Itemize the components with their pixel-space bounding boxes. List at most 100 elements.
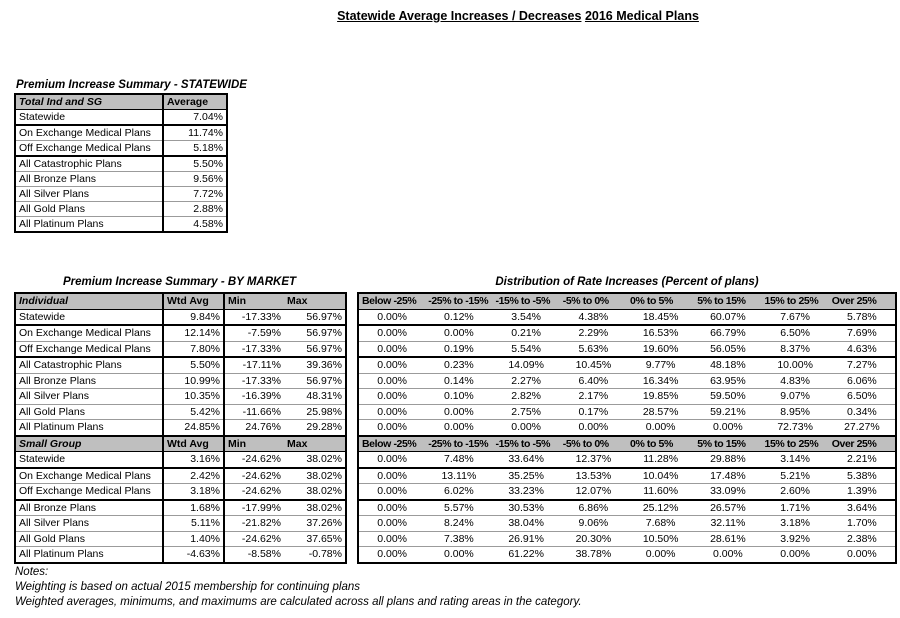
bucket-value: 28.57% [627,403,695,420]
col-header-bucket: Below -25% [358,434,426,452]
bucket-value: 7.38% [425,530,493,547]
wtd-avg-value: 9.84% [162,308,224,325]
bucket-value: 4.83% [761,372,829,389]
bucket-value: 8.37% [761,340,829,357]
min-value: -11.66% [223,403,284,420]
table-row: All Bronze Plans 10.99% -17.33% 56.97% [15,372,346,389]
min-value: -24.62% [223,451,284,468]
bucket-value: 1.70% [828,515,896,531]
bucket-value: 3.54% [492,308,560,325]
row-average-value: 5.50% [162,155,227,172]
col-header-min: Min [223,434,284,452]
row-label: All Catastrophic Plans [15,155,163,172]
table-row: All Gold Plans 5.42% -11.66% 25.98% [15,403,346,420]
bucket-value: 19.60% [627,340,695,357]
row-label: Off Exchange Medical Plans [15,140,163,156]
bucket-value: 0.00% [358,324,426,341]
bucket-value: 0.00% [358,356,426,373]
row-label: All Catastrophic Plans [15,356,163,373]
bucket-value: 33.23% [492,483,560,500]
col-header-max: Max [284,434,346,452]
table-row: Off Exchange Medical Plans 5.18% [15,140,227,156]
table-row: On Exchange Medical Plans 12.14% -7.59% 56.… [15,324,346,341]
col-header-bucket: 5% to 15% [694,434,762,452]
max-value: 56.97% [284,324,346,341]
col-header-bucket: Below -25% [358,293,426,310]
bucket-value: 0.00% [425,419,493,436]
table-row: 0.00% 13.11% 35.25% 13.53% 10.04% 17.48% 5.21%… [358,466,896,484]
max-value: 38.02% [284,451,346,468]
max-value: 56.97% [284,372,346,389]
wtd-avg-value: 24.85% [162,419,224,436]
bucket-value: 59.50% [694,388,762,404]
min-value: -24.62% [223,483,284,500]
row-average-value: 7.04% [162,109,227,125]
bucket-value: 63.95% [694,372,762,389]
table-row: All Silver Plans 5.11% -21.82% 37.26% [15,515,346,531]
bucket-value: 0.00% [358,483,426,500]
bucket-value: 5.54% [492,340,560,357]
row-average-value: 11.74% [162,124,227,141]
bucket-value: 8.95% [761,403,829,420]
max-value: 48.31% [284,388,346,404]
bucket-value: 18.45% [627,308,695,325]
min-value: 24.76% [223,419,284,436]
row-label: On Exchange Medical Plans [15,466,163,484]
row-average-value: 4.58% [162,216,227,232]
wtd-avg-value: 3.18% [162,483,224,500]
bucket-value: 3.92% [761,530,829,547]
document-title-line-2: 2016 Medical Plans [584,9,699,23]
min-value: -8.58% [223,546,284,563]
bucket-value: 0.21% [492,324,560,341]
col-header-bucket: -5% to 0% [559,293,627,310]
col-header-bucket: 5% to 15% [694,293,762,310]
table-row: All Catastrophic Plans 5.50% [15,155,227,172]
bucket-value: 19.85% [627,388,695,404]
bucket-value: 0.00% [358,451,426,468]
row-label: Statewide [15,451,163,468]
row-label: All Gold Plans [15,530,163,547]
table-row: All Platinum Plans 24.85% 24.76% 29.28% [15,419,346,436]
bucket-value: 38.04% [492,515,560,531]
min-value: -17.33% [223,372,284,389]
table-row: 0.00% 0.14% 2.27% 6.40% 16.34% 63.95% 4.83% 6.0… [358,372,896,389]
max-value: 37.26% [284,515,346,531]
bucket-value: 16.53% [627,324,695,341]
table-row: All Silver Plans 10.35% -16.39% 48.31% [15,388,346,404]
bucket-value: 2.21% [828,451,896,468]
wtd-avg-value: -4.63% [162,546,224,563]
table-row: All Catastrophic Plans 5.50% -17.11% 39.36% [15,356,346,373]
bucket-value: 0.00% [358,403,426,420]
bucket-value: 9.77% [627,356,695,373]
bucket-value: 0.00% [425,403,493,420]
table-row: All Gold Plans 1.40% -24.62% 37.65% [15,530,346,547]
bucket-value: 2.60% [761,483,829,500]
table-row: Off Exchange Medical Plans 3.18% -24.62% 38… [15,483,346,500]
section-name: Individual [15,293,163,310]
table-row: Off Exchange Medical Plans 7.80% -17.33% 56… [15,340,346,357]
statewide-table-body: Statewide 7.04% On Exchange Medical Plans 1… [15,109,227,232]
bucket-value: 3.14% [761,451,829,468]
bucket-value: 26.91% [492,530,560,547]
bucket-value: 11.60% [627,483,695,500]
bucket-value: 14.09% [492,356,560,373]
col-header-wtd-avg: Wtd Avg [162,434,224,452]
distribution-table-body: Below -25% -25% to -15% -15% to -5% -5% to … [358,293,896,563]
bucket-value: 0.00% [425,324,493,341]
wtd-avg-value: 5.11% [162,515,224,531]
bucket-value: 0.00% [358,419,426,436]
table-row: 0.00% 0.12% 3.54% 4.38% 18.45% 60.07% 7.67% 5.7… [358,308,896,325]
bucket-value: 66.79% [694,324,762,341]
row-label: Statewide [15,109,163,125]
bucket-value: 6.02% [425,483,493,500]
table-row: 0.00% 0.00% 0.21% 2.29% 16.53% 66.79% 6.50% 7.6… [358,324,896,341]
bucket-value: 7.48% [425,451,493,468]
col-header-bucket: -15% to -5% [492,293,560,310]
row-label: Off Exchange Medical Plans [15,340,163,357]
max-value: 38.02% [284,498,346,516]
row-label: All Platinum Plans [15,419,163,436]
col-header-bucket: Over 25% [828,434,896,452]
notes-title: Notes: [15,566,49,578]
row-label: Off Exchange Medical Plans [15,483,163,500]
bucket-value: 0.00% [559,419,627,436]
